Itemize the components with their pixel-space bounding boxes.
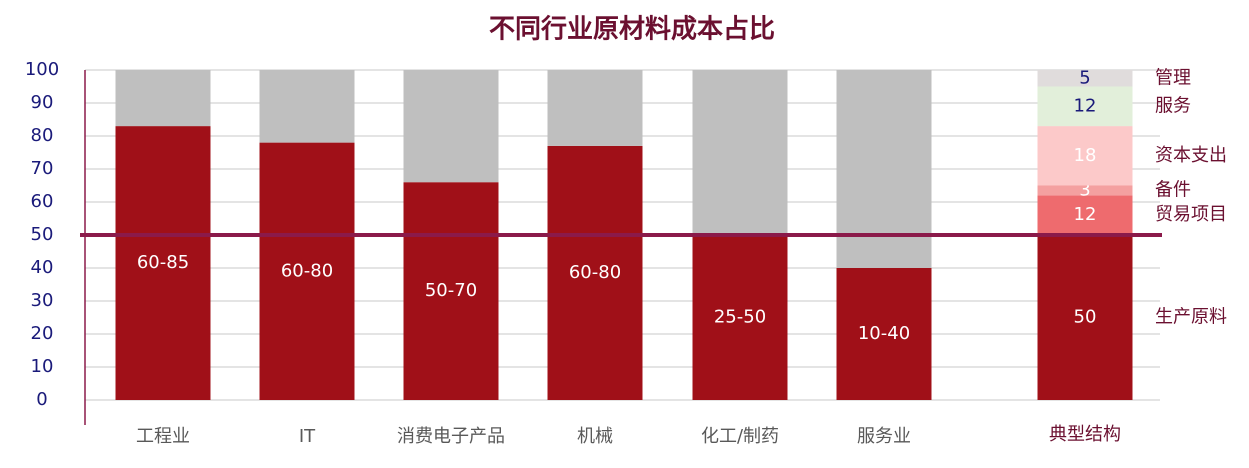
range-label: 25-50 <box>714 307 766 328</box>
y-tick-label: 30 <box>31 290 54 311</box>
segment-name: 服务 <box>1155 95 1191 116</box>
segment-value: 3 <box>1079 179 1090 200</box>
bar-segment <box>115 70 211 127</box>
y-tick-label: 10 <box>31 356 54 377</box>
stack-segment <box>1037 195 1133 235</box>
stack-segment <box>1037 235 1133 400</box>
x-tick-label: IT <box>299 426 316 447</box>
x-tick-label: 工程业 <box>136 426 190 447</box>
y-tick-label: 20 <box>31 323 54 344</box>
y-tick-label: 40 <box>31 257 54 278</box>
segment-name: 备件 <box>1155 179 1191 200</box>
x-tick-label: 机械 <box>577 426 613 447</box>
bar-segment <box>547 145 643 400</box>
segment-value: 12 <box>1074 204 1097 225</box>
stack-segment <box>1037 185 1133 196</box>
y-tick-label: 50 <box>31 224 54 245</box>
bar-segment <box>403 182 499 400</box>
range-label: 60-80 <box>569 262 621 283</box>
range-label: 60-85 <box>137 252 189 273</box>
bar-segment <box>403 70 499 183</box>
range-label: 60-80 <box>281 260 333 281</box>
y-tick-label: 70 <box>31 158 54 179</box>
bar-segment <box>259 142 355 400</box>
bar-segment <box>836 268 932 400</box>
bar-segment <box>547 70 643 146</box>
x-tick-label: 消费电子产品 <box>397 426 505 447</box>
segment-name: 贸易项目 <box>1155 204 1227 225</box>
bar-segment <box>836 70 932 268</box>
segment-name: 资本支出 <box>1155 145 1227 166</box>
segment-value: 5 <box>1079 67 1090 88</box>
y-tick-label: 100 <box>25 59 59 80</box>
y-tick-label: 0 <box>36 389 47 410</box>
bar-segment <box>692 235 788 400</box>
bar-segment <box>259 70 355 143</box>
range-label: 50-70 <box>425 280 477 301</box>
stack-segment <box>1037 70 1133 87</box>
bar-segment <box>692 70 788 235</box>
segment-name: 生产原料 <box>1155 307 1227 328</box>
stack-segment <box>1037 86 1133 127</box>
segment-value: 50 <box>1074 307 1097 328</box>
bar-segment <box>115 126 211 400</box>
x-tick-label: 化工/制药 <box>701 426 779 447</box>
y-tick-label: 60 <box>31 191 54 212</box>
chart-title: 不同行业原材料成本占比 <box>489 14 775 45</box>
stack-segment <box>1037 126 1133 186</box>
range-label: 10-40 <box>858 323 910 344</box>
segment-value: 12 <box>1074 95 1097 116</box>
segment-name: 管理 <box>1155 67 1191 88</box>
x-tick-label: 服务业 <box>857 426 911 447</box>
segment-value: 18 <box>1074 145 1097 166</box>
y-tick-label: 90 <box>31 92 54 113</box>
x-tick-label: 典型结构 <box>1049 424 1121 445</box>
y-tick-label: 80 <box>31 125 54 146</box>
